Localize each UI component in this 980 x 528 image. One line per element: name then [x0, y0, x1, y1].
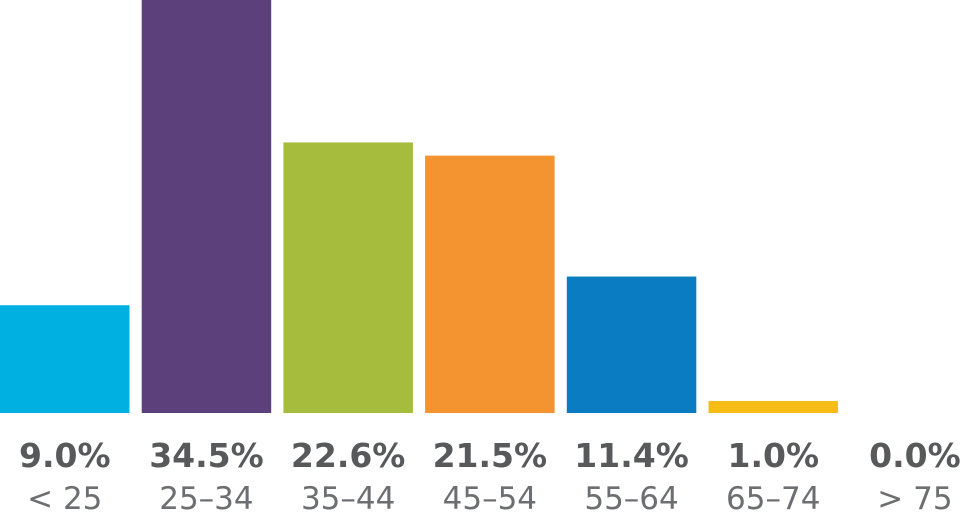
bar-3 — [425, 155, 555, 414]
category-label: > 75 — [877, 481, 952, 517]
category-label: 55–64 — [584, 481, 678, 517]
value-label: 22.6% — [291, 436, 406, 475]
bar-2 — [283, 142, 413, 413]
bar-5 — [708, 401, 838, 413]
value-label: 9.0% — [19, 436, 111, 475]
category-label: 25–34 — [159, 481, 253, 517]
category-label: < 25 — [27, 481, 102, 517]
value-label: 11.4% — [574, 436, 689, 475]
value-label: 34.5% — [149, 436, 264, 475]
value-label: 21.5% — [433, 436, 548, 475]
bar-1 — [141, 0, 272, 413]
bar-0 — [0, 305, 130, 413]
category-label: 65–74 — [726, 481, 820, 517]
category-label: 45–54 — [443, 481, 537, 517]
value-label: 1.0% — [727, 436, 819, 475]
bar-4 — [566, 276, 697, 413]
value-label: 0.0% — [869, 436, 961, 475]
category-label: 35–44 — [301, 481, 395, 517]
